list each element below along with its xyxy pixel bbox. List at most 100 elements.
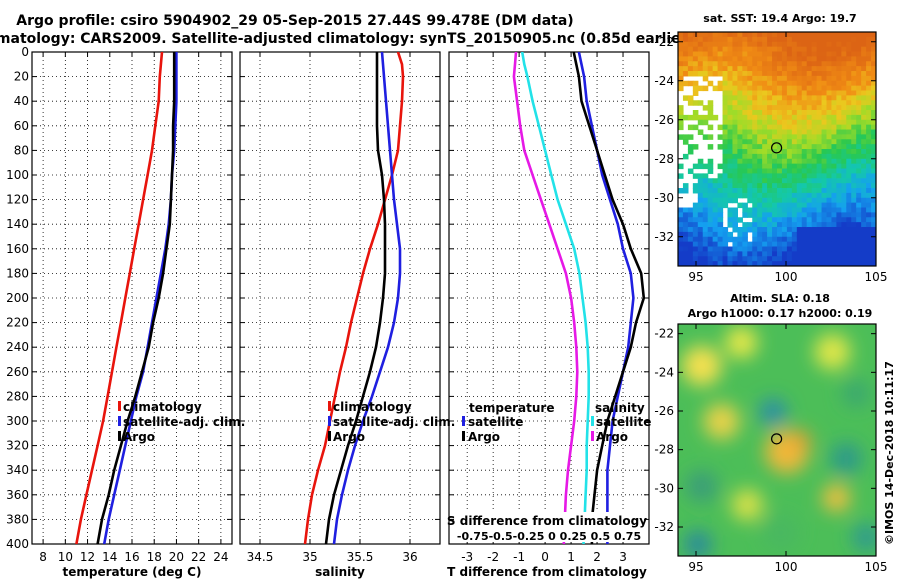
sst-cell — [767, 129, 773, 135]
sst-cell — [871, 183, 876, 189]
legend-title-salinity: salinity — [595, 401, 645, 415]
sst-cell — [821, 183, 828, 189]
sst-cell — [678, 75, 684, 82]
difference-t-satellite-line — [577, 52, 635, 544]
sla-blob — [681, 345, 722, 386]
sst-cell — [796, 212, 803, 218]
sst-cell — [687, 32, 694, 38]
sst-cell — [722, 202, 729, 209]
sst-cell — [752, 178, 758, 184]
sst-cell — [811, 114, 818, 121]
sst-cell — [796, 163, 803, 170]
sst-cell — [767, 153, 773, 160]
sst-cell — [687, 246, 694, 252]
difference-t-argo-line — [572, 52, 646, 544]
sst-cell — [762, 256, 768, 262]
salinity-argo-line-point — [340, 469, 342, 472]
sst-cell — [806, 231, 813, 238]
sst-map-y-tick-label: -32 — [654, 230, 674, 244]
sst-cell — [742, 153, 748, 160]
sst-cell — [772, 153, 778, 160]
sla-blob — [683, 530, 712, 556]
sst-cell — [737, 56, 743, 62]
difference-t-argo-line-point — [577, 75, 580, 78]
sst-cell — [786, 134, 793, 140]
sst-cell — [722, 41, 729, 48]
sst-cell — [767, 183, 773, 189]
sst-cell — [732, 85, 738, 92]
sst-cell — [702, 217, 709, 223]
temperature-y-tick-label: 80 — [14, 143, 29, 157]
sst-cell — [678, 36, 684, 43]
sst-cell — [811, 134, 818, 140]
sst-cell — [811, 158, 818, 165]
sst-cell — [791, 139, 798, 145]
sst-cell — [796, 241, 803, 248]
sst-cell — [791, 236, 798, 243]
sst-cell — [742, 90, 748, 96]
sst-cell — [866, 129, 872, 135]
sst-cell — [836, 236, 842, 243]
sst-cell — [722, 149, 729, 155]
sst-cell — [702, 192, 709, 199]
sst-cell — [692, 144, 699, 150]
sst-cell — [752, 188, 758, 194]
sst-cell — [767, 212, 773, 218]
sst-cell — [861, 51, 867, 57]
sst-cell — [767, 241, 773, 248]
sst-cell — [821, 105, 828, 111]
sst-cell — [722, 124, 729, 131]
sst-cell — [742, 134, 748, 140]
sst-cell — [831, 227, 837, 233]
sst-cell — [687, 144, 694, 150]
sst-cell — [856, 124, 862, 131]
sst-cell — [762, 32, 768, 38]
sst-cell — [821, 95, 828, 101]
sst-cell — [702, 173, 709, 179]
sst-cell — [762, 222, 768, 228]
difference-t-argo-line-point — [614, 395, 617, 398]
sst-cell — [702, 46, 709, 53]
difference-t-satellite-line-point — [583, 75, 585, 78]
sst-cell — [841, 144, 847, 150]
sst-cell — [747, 119, 753, 126]
temperature-y-tick-label: 320 — [6, 439, 29, 453]
sst-cell — [791, 95, 798, 101]
sst-cell — [801, 32, 808, 38]
sst-cell — [707, 80, 714, 87]
sst-cell — [737, 71, 743, 77]
sst-cell — [712, 217, 719, 223]
sst-cell — [811, 56, 818, 62]
sst-cell — [851, 207, 857, 213]
sst-cell — [836, 183, 842, 189]
sst-cell — [767, 100, 773, 106]
sst-cell — [841, 41, 847, 48]
sla-map-x-tick-label: 105 — [865, 560, 888, 574]
sst-cell — [717, 85, 724, 92]
sst-cell — [801, 124, 808, 131]
sst-cell — [781, 80, 788, 87]
sst-cell — [707, 246, 714, 252]
sst-cell — [762, 110, 768, 116]
difference-t-satellite-line-point — [606, 469, 609, 472]
sst-cell — [767, 188, 773, 194]
sst-cell — [742, 256, 748, 262]
salinity-satellite-line-point — [383, 75, 385, 78]
sst-cell — [752, 129, 758, 135]
sst-cell — [796, 231, 803, 238]
sst-cell — [796, 144, 803, 150]
sst-cell — [697, 85, 704, 92]
sst-cell — [866, 66, 872, 72]
sst-cell — [717, 217, 724, 223]
sst-cell — [856, 168, 862, 174]
sst-cell — [801, 75, 808, 82]
sst-cell — [871, 71, 876, 77]
sst-map-y-tick-label: -26 — [654, 113, 674, 127]
sst-cell — [757, 105, 763, 111]
sst-cell — [742, 124, 748, 131]
sst-cell — [707, 71, 714, 77]
sst-cell — [791, 163, 798, 170]
sst-cell — [856, 95, 862, 101]
sst-cell — [762, 95, 768, 101]
temperature-y-tick-label: 100 — [6, 168, 29, 182]
